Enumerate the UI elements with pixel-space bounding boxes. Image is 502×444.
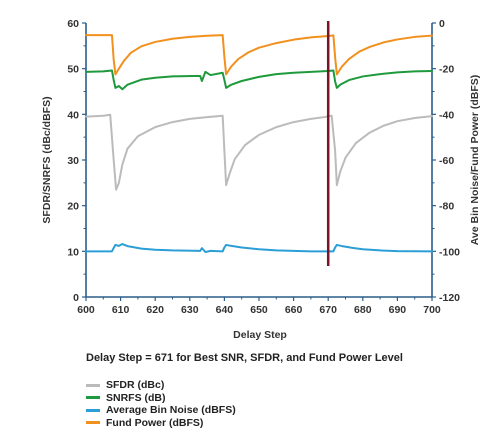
x-tick-label: 640 (216, 304, 234, 316)
left-y-tick-label: 20 (67, 201, 79, 213)
sfdr-line (85, 113, 433, 191)
legend-swatch-sfdr (86, 383, 100, 387)
x-tick-label: 600 (77, 304, 95, 316)
right-y-tick-label: 0 (439, 18, 445, 30)
x-tick-label: 700 (423, 304, 441, 316)
right-y-tick-label: -40 (439, 109, 454, 121)
snrfs-line (85, 69, 433, 91)
x-tick-label: 670 (319, 304, 337, 316)
x-tick-label: 650 (250, 304, 268, 316)
right-y-tick-label: -120 (439, 292, 460, 304)
legend-swatch-bin-noise (86, 408, 100, 412)
x-tick-label: 690 (389, 304, 407, 316)
x-tick-label: 680 (354, 304, 372, 316)
legend-swatch-snrfs (86, 396, 100, 400)
legend-item-fund-power: Fund Power (dBFS) (86, 417, 236, 430)
left-y-axis-title: SFDR/SNRFS (dBc/dBFS) (41, 96, 53, 223)
left-y-tick-label: 10 (67, 246, 79, 258)
bin-noise-line (85, 243, 433, 254)
legend-label-bin-noise: Average Bin Noise (dBFS) (106, 404, 236, 417)
right-y-tick-label: -60 (439, 155, 454, 167)
left-y-tick-label: 30 (67, 155, 79, 167)
legend-item-snrfs: SNRFS (dB) (86, 392, 236, 405)
x-tick-label: 630 (181, 304, 199, 316)
right-y-tick-label: -20 (439, 64, 454, 76)
left-y-tick-label: 60 (67, 18, 79, 30)
legend-label-snrfs: SNRFS (dB) (106, 391, 166, 404)
legend-label-sfdr: SFDR (dBc) (106, 379, 165, 392)
legend-item-sfdr: SFDR (dBc) (86, 379, 236, 392)
x-tick-label: 660 (285, 304, 303, 316)
right-y-axis-title: Ave Bin Noise/Fund Power (dBFS) (469, 75, 481, 246)
annotation-caption: Delay Step = 671 for Best SNR, SFDR, and… (86, 352, 403, 364)
legend-item-bin-noise: Average Bin Noise (dBFS) (86, 404, 236, 417)
x-tick-label: 610 (112, 304, 130, 316)
x-tick-label: 620 (146, 304, 164, 316)
right-y-tick-label: -80 (439, 201, 454, 213)
left-y-tick-label: 0 (73, 292, 79, 304)
left-y-tick-label: 40 (67, 109, 79, 121)
x-axis-title: Delay Step (233, 329, 287, 341)
fund-power-line (85, 34, 433, 76)
right-y-tick-label: -100 (439, 246, 460, 258)
left-y-tick-label: 50 (67, 64, 79, 76)
legend: SFDR (dBc) SNRFS (dB) Average Bin Noise … (86, 379, 236, 429)
legend-label-fund-power: Fund Power (dBFS) (106, 416, 204, 429)
legend-swatch-fund-power (86, 421, 100, 425)
